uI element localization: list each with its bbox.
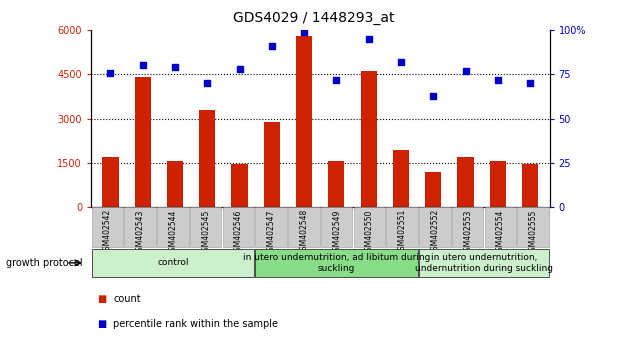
Bar: [134, 77, 151, 207]
Bar: [157, 207, 188, 247]
Bar: [288, 207, 320, 247]
Text: GSM402544: GSM402544: [168, 209, 178, 256]
Bar: [232, 164, 247, 207]
Bar: [167, 161, 183, 207]
Point: [332, 77, 342, 82]
Text: GSM402548: GSM402548: [300, 209, 308, 255]
Text: GSM402549: GSM402549: [332, 209, 341, 256]
Point: [234, 66, 244, 72]
Bar: [457, 157, 474, 207]
Bar: [425, 172, 441, 207]
Bar: [190, 207, 222, 247]
Bar: [517, 207, 549, 247]
Text: GSM402553: GSM402553: [463, 209, 472, 256]
Text: control: control: [157, 258, 188, 267]
Text: GSM402545: GSM402545: [201, 209, 210, 256]
Bar: [354, 207, 385, 247]
Text: growth protocol: growth protocol: [6, 258, 83, 268]
Point: [460, 68, 470, 74]
Bar: [223, 207, 254, 247]
Text: GSM402551: GSM402551: [398, 209, 407, 255]
Text: count: count: [113, 294, 141, 304]
Text: ■: ■: [97, 319, 107, 329]
Point: [396, 59, 406, 65]
Text: GDS4029 / 1448293_at: GDS4029 / 1448293_at: [233, 11, 395, 25]
Point: [299, 29, 309, 35]
Point: [202, 80, 212, 86]
Point: [364, 36, 374, 42]
Bar: [419, 249, 549, 277]
Bar: [124, 207, 156, 247]
Text: GSM402555: GSM402555: [529, 209, 538, 256]
Bar: [360, 72, 377, 207]
Text: GSM402542: GSM402542: [103, 209, 112, 255]
Bar: [264, 121, 280, 207]
Point: [267, 43, 277, 49]
Bar: [490, 161, 506, 207]
Bar: [92, 249, 254, 277]
Point: [138, 63, 148, 68]
Text: in utero undernutrition,
undernutrition during suckling: in utero undernutrition, undernutrition …: [415, 253, 553, 273]
Bar: [419, 207, 451, 247]
Point: [106, 70, 116, 75]
Bar: [296, 36, 312, 207]
Text: GSM402552: GSM402552: [430, 209, 440, 255]
Point: [428, 93, 438, 98]
Text: percentile rank within the sample: percentile rank within the sample: [113, 319, 278, 329]
Bar: [256, 249, 418, 277]
Bar: [485, 207, 516, 247]
Point: [525, 80, 535, 86]
Text: ■: ■: [97, 294, 107, 304]
Text: GSM402543: GSM402543: [136, 209, 144, 256]
Text: GSM402550: GSM402550: [365, 209, 374, 256]
Bar: [522, 164, 538, 207]
Bar: [102, 157, 119, 207]
Text: in utero undernutrition, ad libitum during
suckling: in utero undernutrition, ad libitum duri…: [243, 253, 430, 273]
Point: [493, 77, 503, 82]
Bar: [321, 207, 352, 247]
Point: [170, 64, 180, 70]
Bar: [92, 207, 123, 247]
Text: GSM402554: GSM402554: [496, 209, 505, 256]
Bar: [256, 207, 287, 247]
Bar: [452, 207, 484, 247]
Bar: [328, 161, 345, 207]
Bar: [199, 110, 215, 207]
Bar: [386, 207, 418, 247]
Bar: [393, 149, 409, 207]
Text: GSM402547: GSM402547: [267, 209, 276, 256]
Text: GSM402546: GSM402546: [234, 209, 243, 256]
